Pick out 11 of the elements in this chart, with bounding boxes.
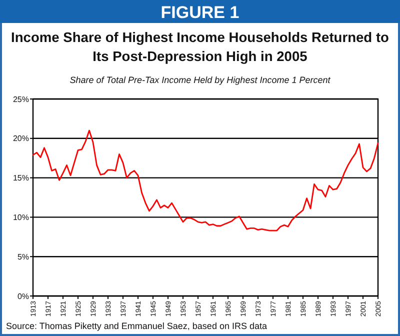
line-series [32,130,379,232]
y-tick-label: 10% [12,213,29,222]
y-tick-label: 0% [17,292,29,301]
y-tick-label: 15% [12,174,29,183]
source-note: Source: Thomas Piketty and Emmanuel Saez, based on IRS data [6,321,267,331]
y-tick-label: 5% [17,252,29,262]
chart-title: Income Share of Highest Income Households Returned to Its Post-Depression High in 2005 [11,30,389,64]
y-tick-label: 25% [12,94,29,104]
caption: FIGURE 1 [160,3,240,22]
chart-subtitle: Share of Total Pre-Tax Income Held by Highest Income 1 Percent [70,75,331,85]
y-tick-label: 20% [12,134,29,144]
